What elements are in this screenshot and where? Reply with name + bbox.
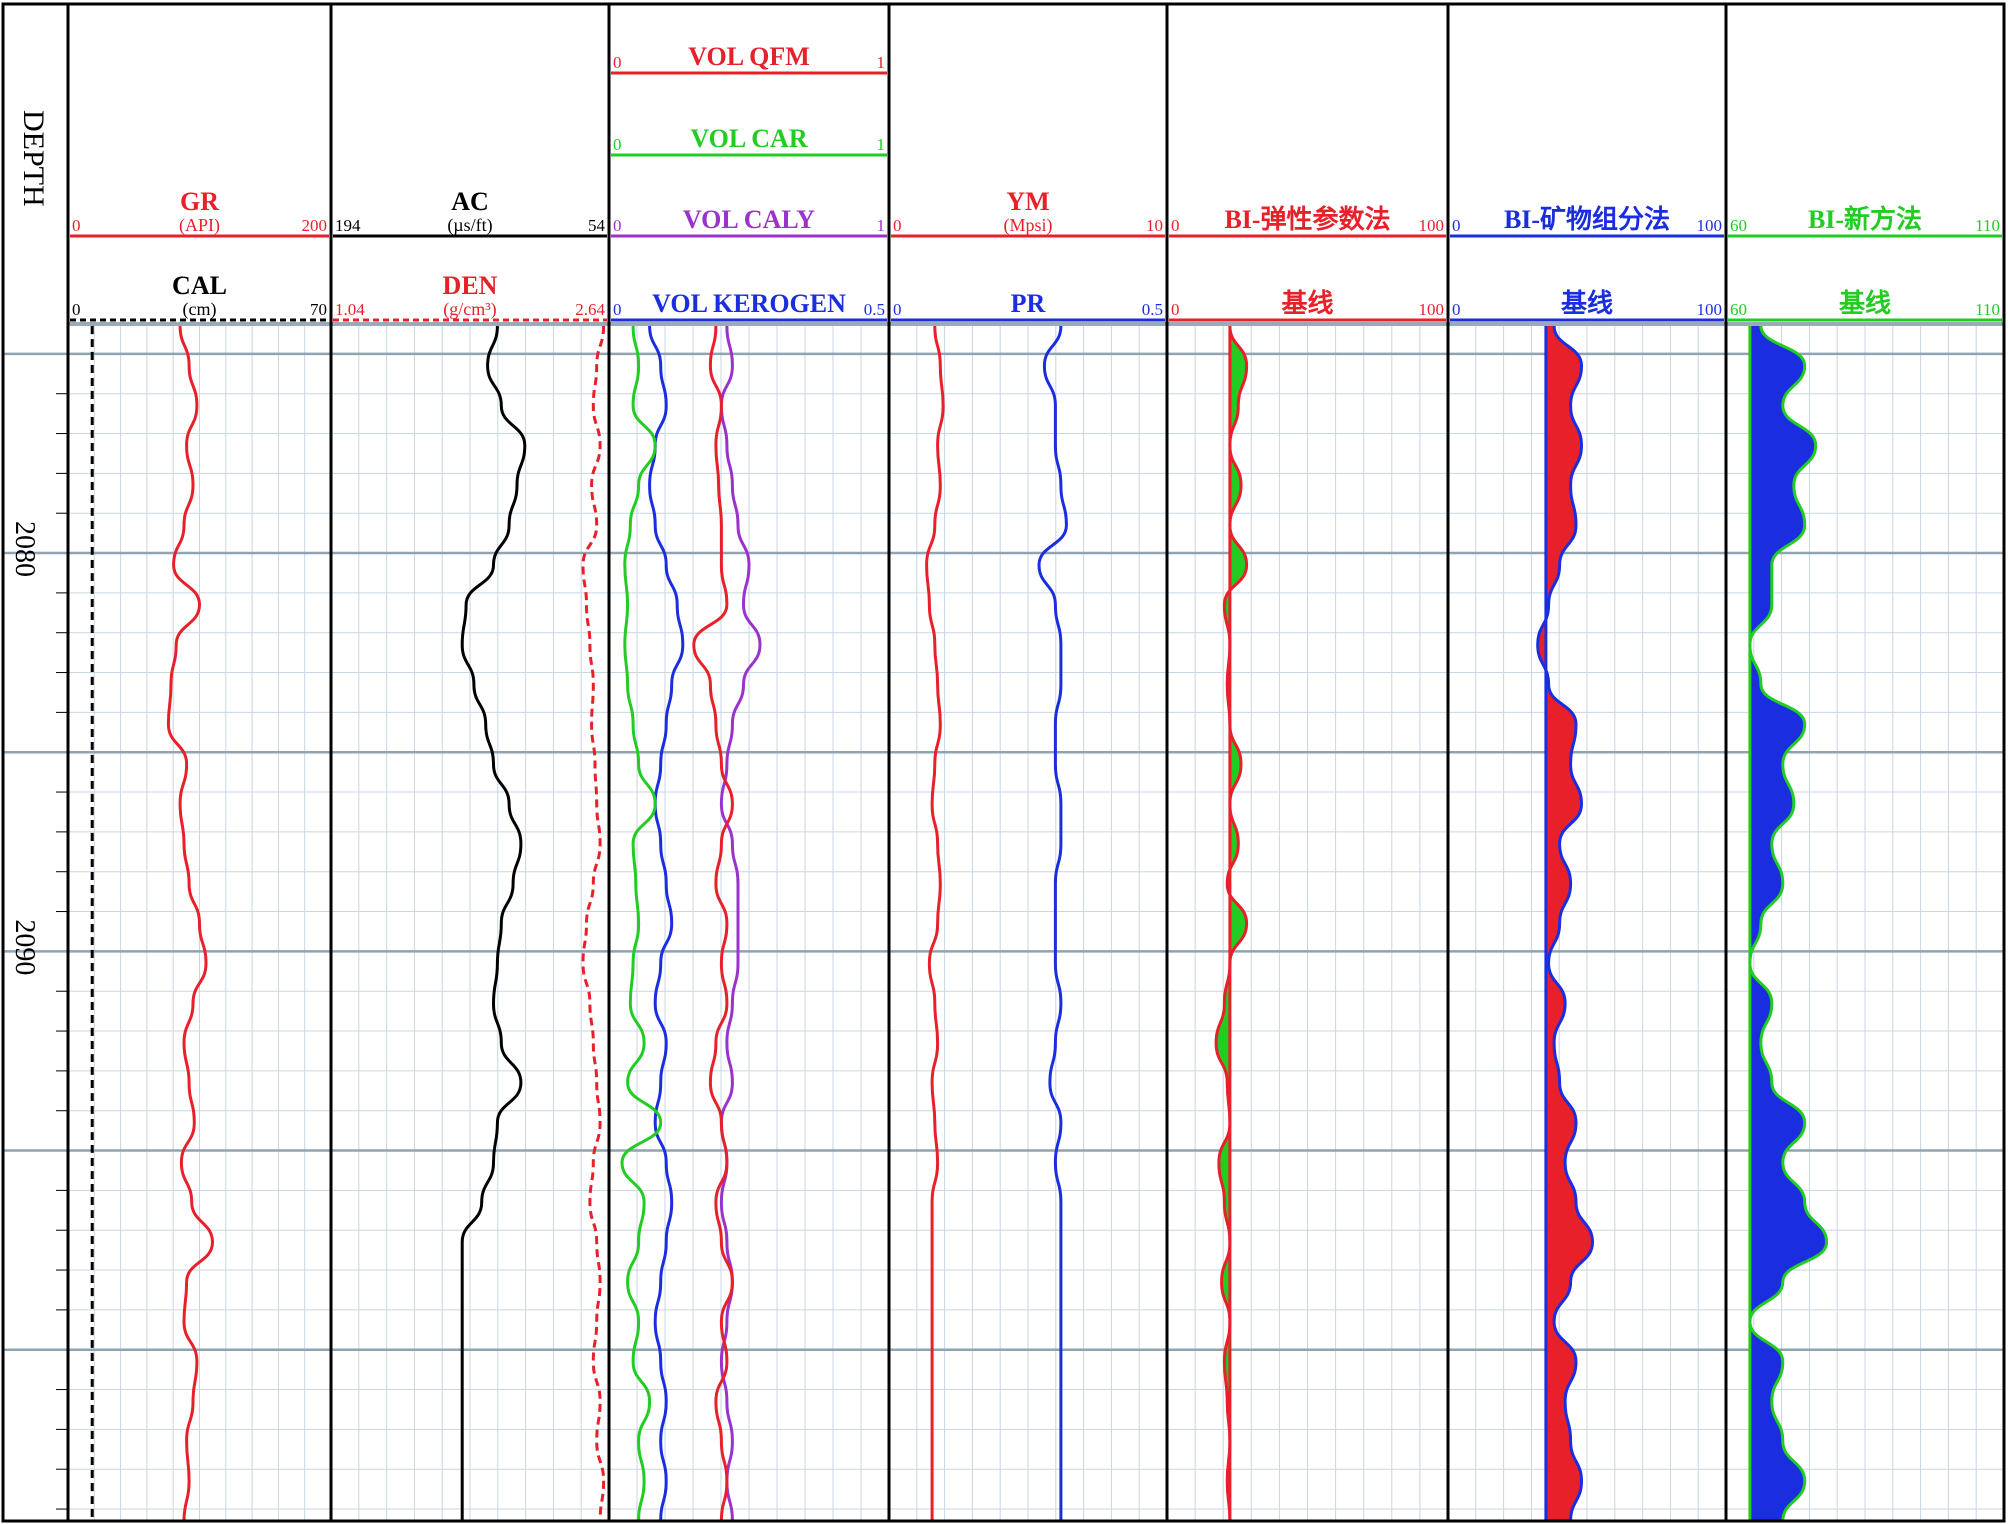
track-bi-elastic-curve-1-min: 0 [1171, 300, 1180, 319]
ac-curve [460, 325, 527, 1521]
track-bi-new-curve-0-name: BI-新方法 [1808, 204, 1922, 234]
track-gr-cal-curve-1-max: 70 [310, 300, 327, 319]
vol-caly-curve [719, 325, 762, 1522]
track-mineral-curve-0-min: 0 [613, 53, 622, 72]
track-ac-den-curve-0-unit: (µs/ft) [447, 215, 492, 236]
track-mineral-curve-2-name: VOL CALY [683, 205, 815, 234]
vol-kerogen-curve [648, 325, 685, 1522]
track-ym-pr-curve-1-min: 0 [893, 300, 902, 319]
curves-layer [90, 325, 1829, 1522]
track-ym-pr-curve-1-name: PR [1011, 289, 1046, 318]
ym-curve [925, 325, 945, 1521]
depth-label-2090: 2090 [9, 919, 40, 975]
vol-qfm-curve [692, 325, 734, 1522]
track-ym-pr-curve-0-unit: (Mpsi) [1004, 215, 1053, 236]
track-bi-new-curve-1-name: 基线 [1839, 289, 1891, 318]
track-bi-elastic-curve-1-name: 基线 [1281, 289, 1333, 318]
track-mineral-curve-2-min: 0 [613, 216, 622, 235]
pr-curve [1037, 325, 1068, 1521]
track-bi-elastic-curve-1-max: 100 [1419, 300, 1445, 319]
track-ym-pr-curve-0-min: 0 [893, 216, 902, 235]
den-curve [581, 325, 606, 1522]
track-bi-mineral-curve-0-name: BI-矿物组分法 [1504, 204, 1670, 234]
track-bi-mineral-curve-1-name: 基线 [1561, 289, 1613, 318]
track-mineral-curve-3-name: VOL KEROGEN [652, 289, 846, 318]
track-gr-cal-curve-0-max: 200 [302, 216, 328, 235]
track-bi-mineral-curve-0-max: 100 [1697, 216, 1723, 235]
track-ac-den-curve-0-max: 54 [588, 216, 606, 235]
track-ym-pr-curve-0-max: 10 [1146, 216, 1163, 235]
grid-layer [3, 322, 2004, 1521]
track-mineral-curve-1-min: 0 [613, 135, 622, 154]
bi-mineral-curve [1536, 325, 1594, 1522]
track-bi-new-curve-0-min: 60 [1730, 216, 1747, 235]
track-bi-elastic-curve-0-max: 100 [1419, 216, 1445, 235]
track-gr-cal-curve-1-unit: (cm) [183, 299, 217, 320]
track-ac-den-curve-0-min: 194 [335, 216, 361, 235]
track-mineral-curve-1-name: VOL CAR [690, 124, 807, 153]
track-gr-cal-curve-0-name: GR [180, 187, 219, 216]
track-mineral-curve-2-max: 1 [877, 216, 886, 235]
bi-new-curve [1748, 325, 1829, 1522]
track-ym-pr-curve-0-name: YM [1006, 187, 1049, 216]
bi-elastic-curve [1214, 325, 1249, 1522]
track-mineral-curve-1-max: 1 [877, 135, 886, 154]
vol-car-curve [620, 325, 663, 1522]
track-bi-new-curve-1-max: 110 [1975, 300, 2000, 319]
bi-mineral-fill [1537, 326, 1593, 1521]
track-ac-den-curve-1-unit: (g/cm³) [443, 299, 496, 320]
track-ac-den-curve-1-max: 2.64 [575, 300, 605, 319]
track-ac-den-curve-1-name: DEN [443, 271, 498, 300]
track-mineral-curve-0-max: 1 [877, 53, 886, 72]
track-ym-pr-curve-1-max: 0.5 [1142, 300, 1163, 319]
track-gr-cal-curve-1-min: 0 [72, 300, 81, 319]
header-layer: GR(API) 0 200 CAL(cm) 0 70 AC(µs/ft) 194 54 DEN(g… [70, 42, 2002, 322]
track-gr-cal-curve-1-name: CAL [172, 271, 227, 300]
track-mineral-curve-3-max: 0.5 [864, 300, 885, 319]
track-bi-mineral-curve-1-max: 100 [1697, 300, 1723, 319]
depth-title: DEPTH [17, 110, 50, 207]
track-bi-elastic-curve-0-name: BI-弹性参数法 [1224, 204, 1390, 234]
track-bi-elastic-curve-0-min: 0 [1171, 216, 1180, 235]
gr-curve [166, 325, 214, 1522]
track-gr-cal-curve-0-unit: (API) [179, 215, 220, 236]
track-gr-cal-curve-0-min: 0 [72, 216, 81, 235]
track-mineral-curve-3-min: 0 [613, 300, 622, 319]
track-bi-new-curve-1-min: 60 [1730, 300, 1747, 319]
track-bi-mineral-curve-1-min: 0 [1452, 300, 1461, 319]
track-mineral-curve-0-name: VOL QFM [688, 42, 810, 71]
track-bi-mineral-curve-0-min: 0 [1452, 216, 1461, 235]
track-ac-den-curve-0-name: AC [451, 187, 489, 216]
track-ac-den-curve-1-min: 1.04 [335, 300, 365, 319]
bi-new-fill [1749, 326, 1827, 1521]
track-bi-new-curve-0-max: 110 [1975, 216, 2000, 235]
depth-label-2080: 2080 [9, 521, 40, 577]
